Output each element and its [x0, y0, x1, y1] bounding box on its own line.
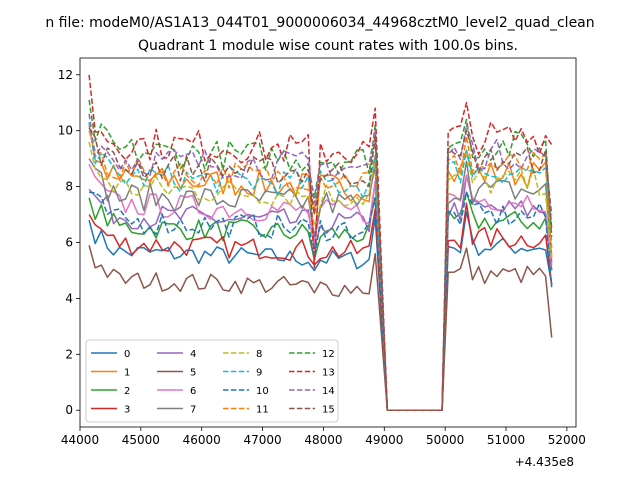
series-line-0: [88, 211, 553, 411]
legend-label: 10: [256, 386, 269, 397]
legend-label: 11: [256, 405, 269, 416]
series-line-14: [88, 113, 553, 411]
series-line-10: [89, 191, 553, 411]
y-tick-label: 0: [65, 403, 73, 417]
legend-label: 9: [256, 368, 262, 379]
y-tick-label: 10: [58, 124, 73, 138]
x-tick-label: 44000: [61, 433, 99, 447]
legend-label: 13: [322, 368, 335, 379]
x-tick-label: 47000: [243, 433, 281, 447]
legend-label: 3: [124, 405, 130, 416]
legend-label: 0: [124, 349, 130, 360]
legend-label: 14: [322, 386, 335, 397]
y-tick-label: 2: [65, 347, 73, 361]
y-tick-label: 6: [65, 236, 73, 250]
series-line-3: [88, 202, 553, 411]
series-line-7: [88, 158, 553, 411]
x-tick-label: 45000: [122, 433, 160, 447]
x-tick-label: 50000: [426, 433, 464, 447]
series-line-15: [88, 127, 553, 411]
series-line-13: [88, 74, 553, 411]
x-tick-label: 49000: [365, 433, 403, 447]
legend-label: 8: [256, 349, 262, 360]
plot-lines: [88, 74, 553, 411]
figure-suptitle: n file: modeM0/AS1A13_044T01_9000006034_…: [45, 15, 594, 31]
x-tick-label: 51000: [487, 433, 525, 447]
x-tick-label: 48000: [304, 433, 342, 447]
x-tick-label: 52000: [548, 433, 586, 447]
legend-label: 12: [322, 349, 335, 360]
legend-label: 6: [190, 386, 196, 397]
y-tick-label: 8: [65, 180, 73, 194]
chart-title: Quadrant 1 module wise count rates with …: [138, 38, 518, 54]
legend-label: 15: [322, 405, 335, 416]
legend-label: 5: [190, 368, 196, 379]
y-tick-label: 4: [65, 291, 73, 305]
legend-label: 7: [190, 405, 196, 416]
series-line-5: [88, 245, 553, 411]
x-axis: 44000 45000 46000 47000 48000 49000 50000 51000…: [61, 427, 586, 447]
series-line-12: [88, 99, 553, 411]
legend-label: 2: [124, 386, 130, 397]
legend-label: 4: [190, 349, 196, 360]
y-axis: 0 2 4 6 8 10 12: [58, 68, 80, 417]
x-tick-label: 46000: [183, 433, 221, 447]
legend-label: 1: [124, 368, 130, 379]
plot-frame: [79, 57, 577, 428]
x-axis-offset-label: +4.435e8: [515, 455, 574, 469]
y-tick-label: 12: [58, 68, 73, 82]
legend-box: [85, 339, 339, 423]
